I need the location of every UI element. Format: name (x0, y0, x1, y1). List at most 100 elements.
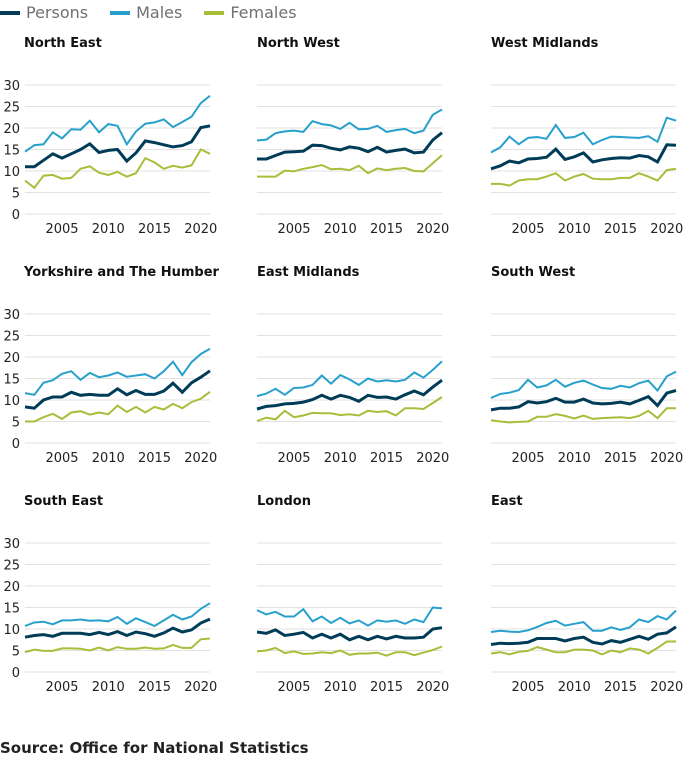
series-line-females (256, 396, 443, 423)
y-tick-label: 25 (3, 559, 20, 574)
y-tick-label: 15 (3, 602, 20, 617)
x-tick-label: 2010 (92, 451, 125, 466)
y-tick-label: 30 (3, 79, 20, 94)
panel-title: Yorkshire and The Humber (23, 265, 220, 280)
x-tick-label: 2010 (324, 451, 357, 466)
y-tick-label: 20 (3, 351, 20, 366)
y-tick-label: 5 (12, 416, 20, 431)
legend-label-females: Females (230, 3, 297, 22)
panel-title: South East (24, 494, 103, 509)
series-line-persons (24, 369, 211, 410)
x-tick-label: 2005 (277, 222, 310, 237)
series-line-persons (257, 131, 443, 161)
x-tick-label: 2015 (604, 222, 637, 237)
y-tick-label: 0 (12, 666, 20, 681)
x-tick-label: 2005 (511, 222, 544, 237)
x-tick-label: 2020 (416, 451, 449, 466)
series-line-females (491, 167, 677, 187)
x-tick-label: 2020 (650, 451, 683, 466)
panel-title: North East (24, 36, 102, 51)
y-tick-label: 10 (3, 394, 20, 409)
x-tick-label: 2010 (92, 222, 125, 237)
y-tick-label: 5 (12, 187, 20, 202)
legend-item-persons: Persons (0, 3, 88, 22)
series-line-females (490, 640, 676, 656)
y-tick-label: 30 (3, 537, 20, 552)
series-line-persons (490, 143, 677, 171)
panel-title: North West (257, 36, 340, 51)
x-tick-label: 2020 (184, 680, 217, 695)
series-line-males (256, 108, 443, 142)
series-line-females (25, 390, 211, 423)
legend-item-females: Females (204, 3, 297, 22)
series-line-persons (490, 389, 677, 412)
x-tick-label: 2010 (92, 680, 125, 695)
series-line-persons (24, 617, 211, 639)
x-tick-label: 2015 (138, 222, 171, 237)
series-line-females (24, 148, 211, 190)
x-tick-label: 2015 (604, 451, 637, 466)
x-tick-label: 2005 (277, 680, 310, 695)
legend: Persons Males Females (0, 3, 297, 22)
series-line-persons (256, 626, 443, 642)
y-tick-label: 30 (3, 308, 20, 323)
panel-title: East (491, 494, 523, 509)
panel-title: London (257, 494, 311, 509)
y-tick-label: 20 (3, 580, 20, 595)
panel-title: East Midlands (257, 265, 360, 280)
y-tick-label: 10 (3, 623, 20, 638)
panel-title: South West (491, 265, 575, 280)
series-line-males (24, 347, 211, 396)
series-line-persons (256, 379, 443, 411)
series-line-males (24, 95, 211, 153)
x-tick-label: 2010 (324, 222, 357, 237)
x-tick-label: 2010 (324, 680, 357, 695)
y-tick-label: 0 (12, 208, 20, 223)
x-tick-label: 2020 (184, 222, 217, 237)
x-tick-label: 2005 (277, 451, 310, 466)
series-line-males (490, 116, 677, 154)
x-tick-label: 2015 (370, 451, 403, 466)
legend-swatch-persons (0, 10, 20, 15)
legend-swatch-males (110, 10, 131, 15)
y-tick-label: 10 (3, 165, 20, 180)
x-tick-label: 2005 (511, 680, 544, 695)
series-line-persons (490, 625, 677, 646)
series-line-females (257, 154, 443, 178)
y-tick-label: 25 (3, 101, 20, 116)
x-tick-label: 2020 (416, 222, 449, 237)
source-note: Source: Office for National Statistics (0, 739, 309, 757)
x-tick-label: 2015 (370, 680, 403, 695)
x-tick-label: 2005 (511, 451, 544, 466)
legend-swatch-females (204, 10, 225, 15)
series-line-females (490, 407, 676, 424)
x-tick-label: 2005 (45, 222, 78, 237)
series-line-males (24, 602, 211, 628)
y-tick-label: 25 (3, 330, 20, 345)
y-tick-label: 15 (3, 144, 20, 159)
x-tick-label: 2010 (558, 222, 591, 237)
series-line-persons (25, 124, 211, 169)
x-tick-label: 2005 (45, 451, 78, 466)
series-line-females (24, 637, 211, 654)
y-tick-label: 0 (12, 437, 20, 452)
series-line-males (490, 609, 677, 634)
x-tick-label: 2010 (558, 451, 591, 466)
legend-item-males: Males (110, 3, 182, 22)
y-tick-label: 15 (3, 373, 20, 388)
panel-title: West Midlands (491, 36, 599, 51)
x-tick-label: 2020 (650, 222, 683, 237)
x-tick-label: 2015 (138, 680, 171, 695)
x-tick-label: 2020 (416, 680, 449, 695)
series-line-males (490, 370, 677, 399)
x-tick-label: 2015 (138, 451, 171, 466)
x-tick-label: 2010 (558, 680, 591, 695)
y-tick-label: 20 (3, 122, 20, 137)
x-tick-label: 2015 (370, 222, 403, 237)
x-tick-label: 2005 (45, 680, 78, 695)
y-tick-label: 5 (12, 645, 20, 660)
x-tick-label: 2020 (184, 451, 217, 466)
series-line-males (256, 606, 443, 627)
series-line-females (256, 645, 443, 657)
